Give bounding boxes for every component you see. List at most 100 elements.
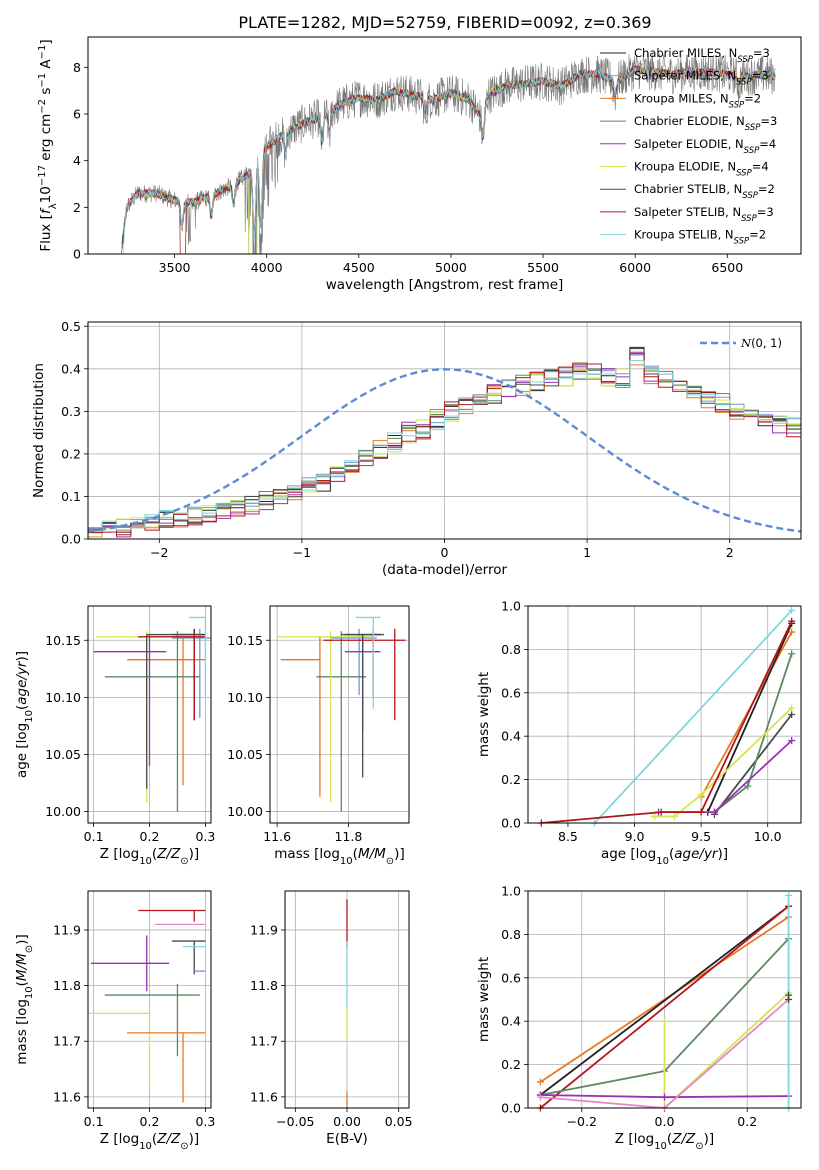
label-part: −17 <box>37 165 48 186</box>
y-tick-label: 2 <box>73 200 81 215</box>
label-part: )] <box>189 846 200 862</box>
chart-residuals: −2 −1 0 1 2 0.0 0.1 0.2 0.3 0.4 0.5 (data-model)/er… <box>31 319 802 578</box>
legend-label: N(0, 1) <box>740 336 782 350</box>
plus-marker <box>785 991 793 999</box>
y-tick-label: 1.0 <box>501 884 521 899</box>
x-tick-label: 1 <box>583 545 591 560</box>
label-part: Flux [ <box>38 214 54 252</box>
label-part: SSP <box>736 169 752 179</box>
y-tick-label: 0.2 <box>501 772 521 787</box>
label-part: SSP <box>742 191 758 201</box>
label-part: M/M <box>358 846 386 862</box>
y-tick-label: 0.0 <box>501 816 521 831</box>
y-tick-label: 11.6 <box>53 1089 81 1104</box>
error-bar-point <box>280 636 321 797</box>
label-part: M/M <box>14 953 30 981</box>
label-part: =2 <box>749 228 766 242</box>
label-part: age [log <box>601 846 656 862</box>
label-part: A <box>38 59 54 73</box>
plus-marker <box>788 617 796 625</box>
error-bar-point <box>277 631 374 803</box>
histogram-series <box>88 353 801 536</box>
y-tick-label: 0.5 <box>61 319 81 334</box>
plus-marker <box>710 808 718 816</box>
x-tick-label: 0.3 <box>195 1114 215 1129</box>
legend-label: Kroupa MILES, NSSP=2 <box>634 91 761 110</box>
y-tick-label: 10.15 <box>227 633 263 648</box>
axes-frame <box>87 321 802 540</box>
label-part: 10 <box>24 710 35 723</box>
label-part: =3 <box>752 69 769 83</box>
chart-weight_vs_age: 8.5 9.0 9.5 10.0 0.0 0.2 0.4 0.6 0.8 1.0 age [log1… <box>476 599 802 867</box>
label-part: ( <box>14 981 30 986</box>
label-part: 10 <box>654 1141 667 1152</box>
label-part: Salpeter MILES, N <box>634 69 736 83</box>
normal-curve <box>88 368 801 533</box>
error-bar-point <box>90 935 170 992</box>
plus-marker <box>744 782 752 790</box>
label-part: )] <box>14 651 30 662</box>
label-part: ⊙ <box>24 945 35 953</box>
x-tick-label: 9.0 <box>625 829 645 844</box>
x-tick-label: 10.0 <box>754 829 782 844</box>
weight-line <box>539 905 790 1108</box>
legend-label: Salpeter ELODIE, NSSP=4 <box>634 137 776 156</box>
label-part: ⊙ <box>180 856 188 867</box>
label-part: erg cm <box>38 114 54 165</box>
x-axis-label: (data-model)/error <box>382 562 508 578</box>
label-part: λ <box>48 203 59 209</box>
y-axis-label: Normed distribution <box>31 363 47 498</box>
y-tick-label: 6 <box>73 107 81 122</box>
label-part: Salpeter STELIB, N <box>634 205 741 219</box>
x-tick-label: 5000 <box>435 260 467 275</box>
label-part: ( <box>667 1131 672 1147</box>
y-tick-label: 0.3 <box>61 404 81 419</box>
x-axis-label: wavelength [Angstrom, rest frame] <box>326 277 564 293</box>
x-tick-label: 11.6 <box>263 829 291 844</box>
weight-line <box>706 623 793 813</box>
error-bar-point <box>330 628 377 696</box>
x-tick-label: 0.2 <box>140 1114 160 1129</box>
y-tick-label: 11.7 <box>53 1034 81 1049</box>
weight-line <box>540 998 790 1108</box>
y-axis-label: mass weight <box>476 957 492 1042</box>
y-axis-label: mass weight <box>476 672 492 757</box>
plus-marker <box>651 812 659 820</box>
error-bar-point <box>138 632 206 721</box>
label-part: −1 <box>37 45 48 60</box>
y-tick-label: 0.6 <box>501 970 521 985</box>
x-axis-label: age [log10(age/yr)] <box>601 846 728 867</box>
y-tick-label: 10.10 <box>45 690 81 705</box>
error-bar-point <box>171 628 211 718</box>
weight-line <box>593 609 793 823</box>
plus-marker <box>788 711 796 718</box>
label-part: age [log <box>14 723 30 778</box>
x-tick-label: 0.1 <box>84 829 104 844</box>
error-bar-point <box>88 1012 151 1086</box>
y-tick-label: 0.2 <box>61 446 81 461</box>
y-tick-label: 10.10 <box>227 690 263 705</box>
x-axis-label: E(B-V) <box>326 1131 368 1147</box>
axes-frame <box>284 890 410 1109</box>
x-tick-label: 11.8 <box>334 829 362 844</box>
legend-label: Kroupa ELODIE, NSSP=4 <box>634 160 769 179</box>
axes-frame <box>269 605 410 824</box>
plus-marker <box>670 812 678 820</box>
y-tick-label: 0.0 <box>501 1101 521 1116</box>
label-part: Kroupa STELIB, N <box>634 228 734 242</box>
legend-label: Chabrier STELIB, NSSP=2 <box>634 182 775 201</box>
error-bar-point <box>355 616 381 709</box>
error-bar-point <box>341 633 385 778</box>
axes-frame <box>527 605 802 824</box>
plus-marker <box>536 1078 544 1086</box>
label-part: =3 <box>753 46 770 60</box>
y-axis-label: mass [log10(M/M⊙)] <box>14 934 35 1064</box>
label-part: SSP <box>741 214 757 224</box>
y-tick-label: 0.4 <box>501 729 521 744</box>
label-part: ( <box>152 1131 157 1147</box>
label-part: 10 <box>139 856 152 867</box>
y-tick-label: 11.8 <box>250 978 278 993</box>
label-part: 10 <box>24 986 35 999</box>
